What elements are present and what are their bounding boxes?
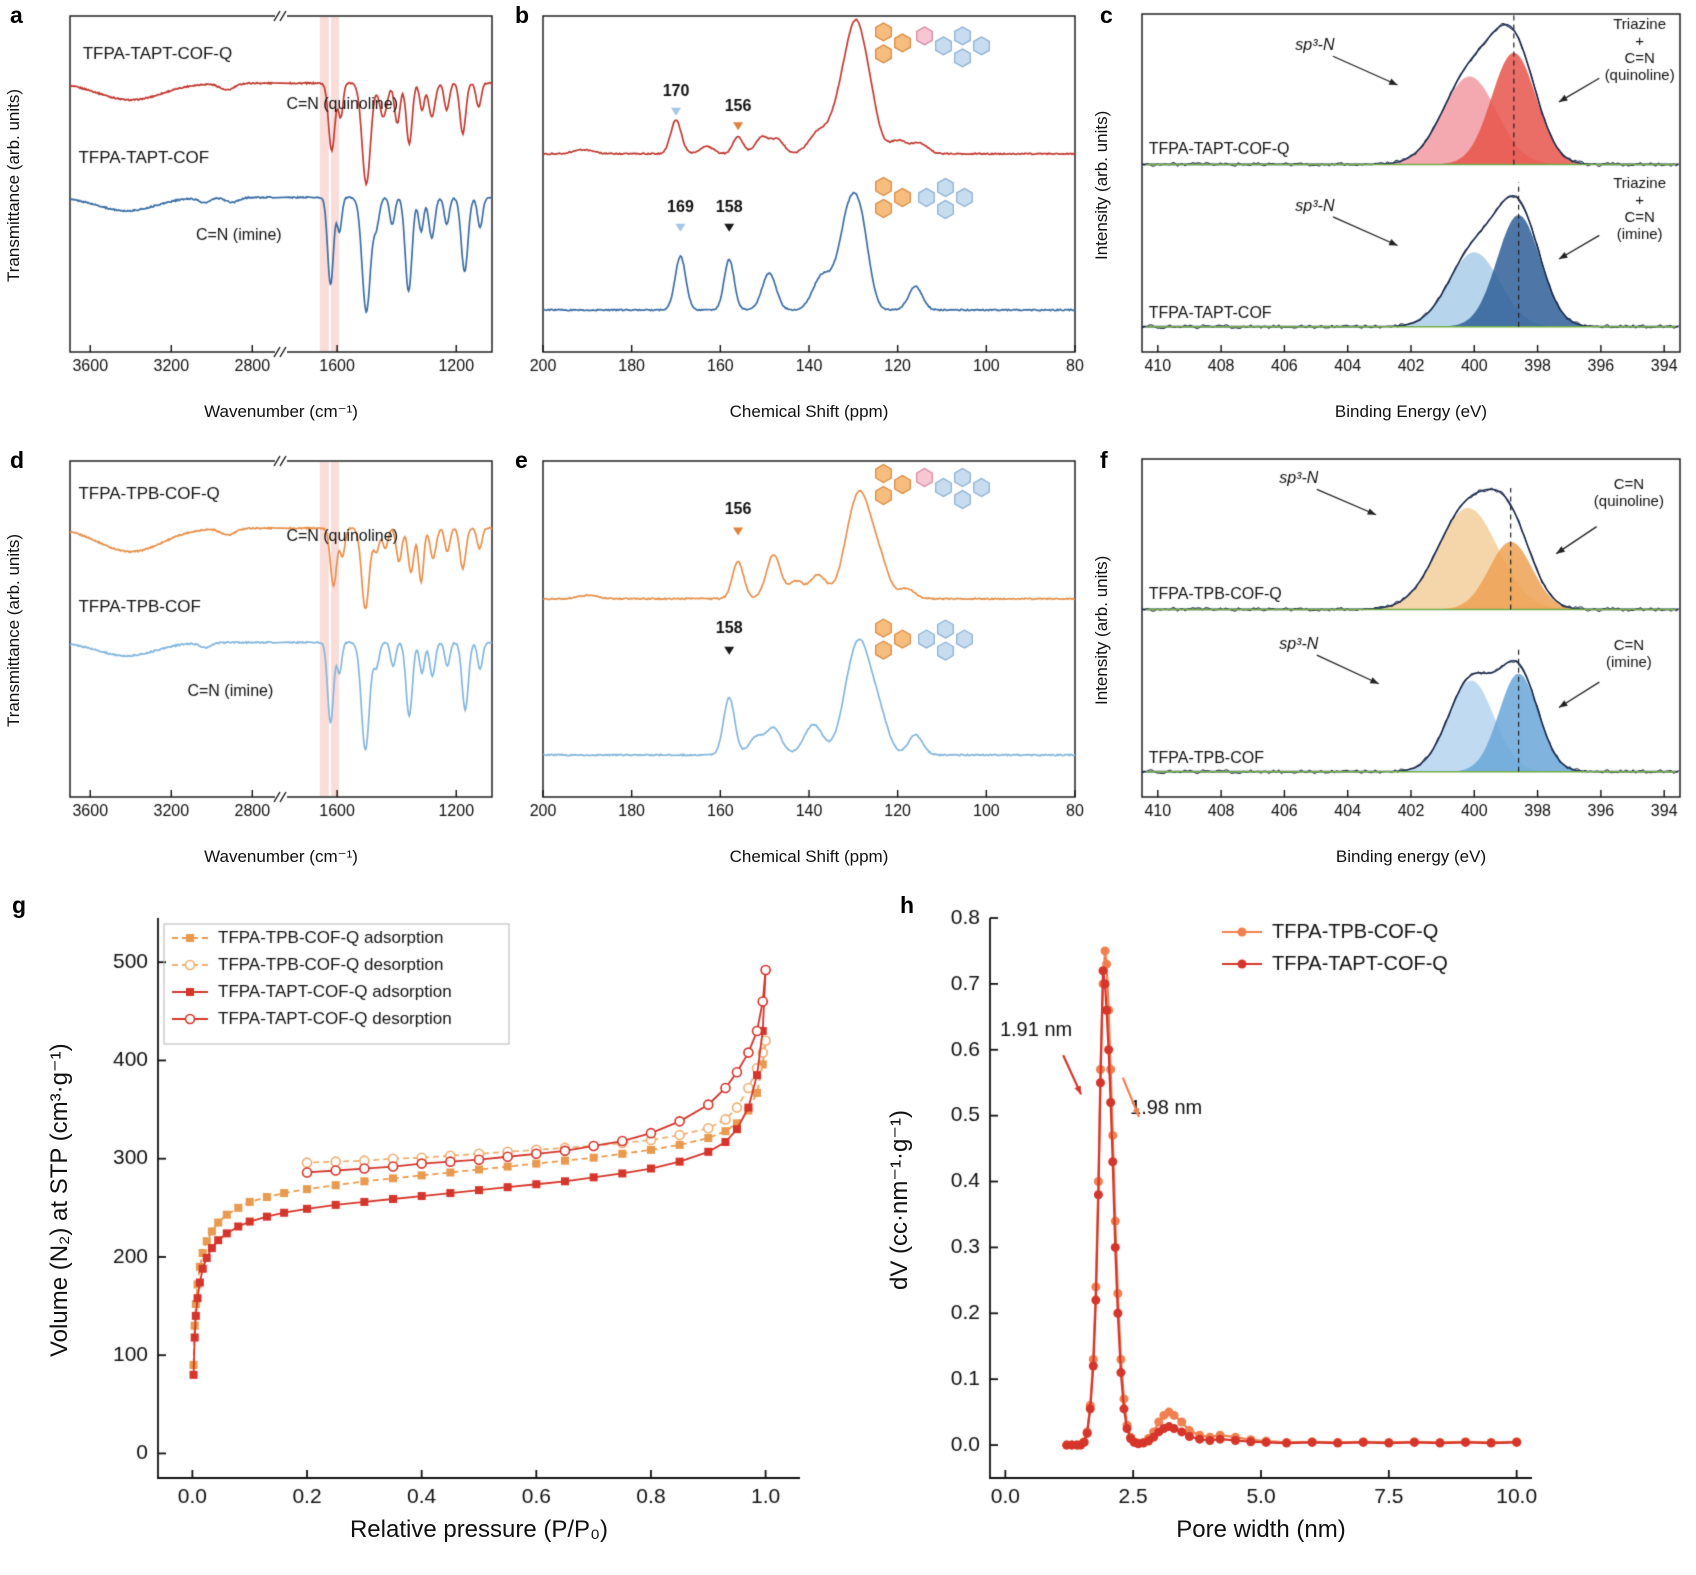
panel-f-letter: f: [1100, 447, 1108, 473]
panel-h-pore-size-distribution: h dV (cc·nm⁻¹·g⁻¹) Pore width (nm): [860, 890, 1696, 1575]
panel-c-xps-tapt: c Intensity (arb. units) Binding Energy …: [1090, 0, 1696, 445]
figure-row-2: d Transmittance (arb. units) Wavenumber …: [0, 445, 1696, 890]
panel-d-x-axis-title: Wavenumber (cm⁻¹): [204, 847, 358, 866]
panel-f-chart: [1090, 445, 1696, 845]
panel-d-y-axis-title: Transmittance (arb. units): [4, 533, 23, 727]
panel-c-chart: [1090, 0, 1696, 400]
panel-e-chart: [505, 445, 1090, 845]
panel-h-y-axis-title: dV (cc·nm⁻¹·g⁻¹): [886, 1110, 913, 1290]
figure-row-1: a Transmittance (arb. units) Wavenumber …: [0, 0, 1696, 445]
panel-h-chart: [860, 890, 1696, 1510]
panel-a-x-axis-title: Wavenumber (cm⁻¹): [204, 402, 358, 421]
panel-b-letter: b: [515, 2, 530, 28]
panel-e-x-axis-title: Chemical Shift (ppm): [729, 847, 889, 866]
panel-a-chart: [0, 0, 505, 400]
panel-b-chart: [505, 0, 1090, 400]
panel-d-letter: d: [10, 447, 25, 473]
panel-d-ftir-tpb: d Transmittance (arb. units) Wavenumber …: [0, 445, 505, 890]
figure-row-3: g Volume (N₂) at STP (cm³·g⁻¹) Relative …: [0, 890, 1696, 1575]
panel-a-letter: a: [10, 2, 23, 28]
panel-g-isotherms: g Volume (N₂) at STP (cm³·g⁻¹) Relative …: [0, 890, 860, 1575]
panel-h-x-axis-title: Pore width (nm): [1176, 1516, 1346, 1543]
panel-c-letter: c: [1100, 2, 1113, 28]
panel-c-y-axis-title: Intensity (arb. units): [1092, 110, 1111, 260]
panel-e-letter: e: [515, 447, 528, 473]
panel-f-y-axis-title: Intensity (arb. units): [1092, 555, 1111, 705]
panel-f-xps-tpb: f Intensity (arb. units) Binding energy …: [1090, 445, 1696, 890]
panel-d-chart: [0, 445, 505, 845]
panel-c-x-axis-title: Binding Energy (eV): [1334, 402, 1488, 421]
panel-f-x-axis-title: Binding energy (eV): [1335, 847, 1487, 866]
panel-g-x-axis-title: Relative pressure (P/P₀): [349, 1516, 609, 1543]
panel-a-ftir-tapt: a Transmittance (arb. units) Wavenumber …: [0, 0, 505, 445]
panel-h-letter: h: [900, 892, 915, 918]
panel-g-chart: [0, 890, 860, 1510]
panel-g-y-axis-title: Volume (N₂) at STP (cm³·g⁻¹): [46, 1043, 73, 1357]
panel-b-x-axis-title: Chemical Shift (ppm): [729, 402, 889, 421]
panel-a-y-axis-title: Transmittance (arb. units): [4, 88, 23, 282]
panel-g-letter: g: [12, 892, 27, 918]
panel-e-nmr-tpb: e Chemical Shift (ppm): [505, 445, 1090, 890]
panel-b-nmr-tapt: b Chemical Shift (ppm): [505, 0, 1090, 445]
